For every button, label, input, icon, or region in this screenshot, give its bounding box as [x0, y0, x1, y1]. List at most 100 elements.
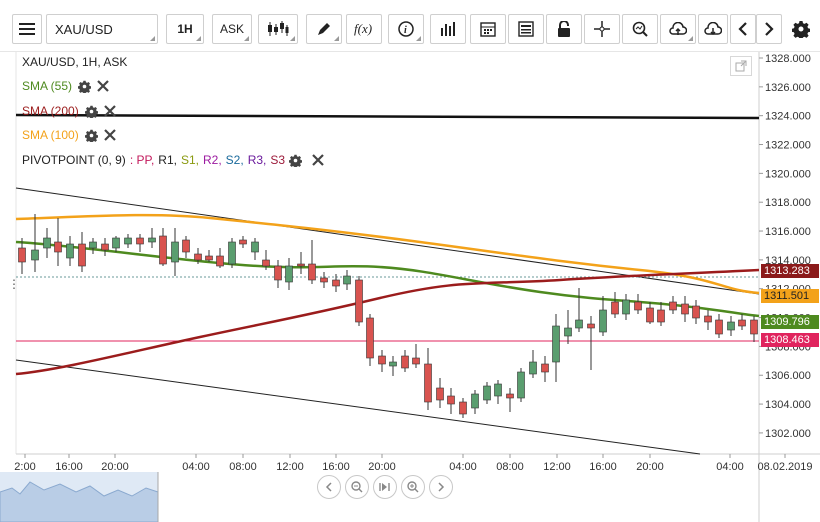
close-icon[interactable]	[312, 154, 324, 166]
candle-body	[332, 279, 340, 287]
candle-body	[239, 239, 247, 245]
chevron-right-icon	[765, 22, 774, 36]
bar-chart-icon	[441, 22, 455, 36]
close-icon[interactable]	[103, 129, 116, 141]
cloud-download-icon	[704, 22, 722, 36]
candle-body	[389, 361, 397, 367]
magnifier-chart-icon	[632, 21, 648, 37]
reset-button[interactable]	[373, 475, 397, 499]
draw-tool-button[interactable]	[306, 14, 342, 44]
info-button[interactable]: i	[388, 14, 424, 44]
x-tick-label: 16:00	[55, 461, 83, 473]
symbol-selector[interactable]: XAU/USD	[46, 14, 158, 44]
scroll-right-button[interactable]	[756, 14, 782, 44]
zoom-in-button[interactable]	[401, 475, 425, 499]
candle-body	[251, 241, 259, 253]
candle-body	[194, 253, 202, 261]
zoom-out-button[interactable]	[345, 475, 369, 499]
candle-body	[43, 237, 51, 249]
calendar-icon	[480, 22, 496, 37]
pivot-pp: : PP,	[129, 153, 155, 167]
x-tick-label: 08:00	[496, 461, 524, 473]
candle-body	[78, 243, 86, 267]
candle-body	[575, 319, 583, 329]
candle-body	[182, 239, 190, 253]
crosshair-button[interactable]	[584, 14, 620, 44]
zoom-button[interactable]	[622, 14, 658, 44]
crosshair-icon	[594, 21, 610, 37]
candle-body	[101, 243, 109, 251]
lock-button[interactable]	[546, 14, 582, 44]
candle-body	[704, 315, 712, 323]
nav-forward-button[interactable]	[429, 475, 453, 499]
scroll-left-button[interactable]	[730, 14, 756, 44]
upload-button[interactable]	[660, 14, 696, 44]
candle-body	[378, 355, 386, 365]
chevron-left-icon	[738, 22, 747, 36]
indicator-sma55-label: SMA (55)	[22, 79, 73, 93]
info-icon: i	[398, 21, 414, 37]
candlestick-icon	[268, 21, 289, 36]
candle-body	[622, 299, 630, 315]
timeframe-label: 1H	[177, 22, 193, 36]
candle-body	[646, 307, 654, 323]
close-icon[interactable]	[103, 105, 116, 117]
chart-type-button[interactable]	[258, 14, 298, 44]
pivot-r1-line	[15, 113, 760, 120]
pivot-r2: R2,	[202, 153, 222, 167]
price-chart[interactable]: 1328.000 1326.000 1324.000 1322.000 1320.000…	[0, 52, 820, 522]
candle-body	[136, 237, 144, 245]
candle-body	[205, 255, 213, 261]
pivot-label: PIVOTPOINT (0, 9)	[22, 153, 126, 167]
candle-body	[681, 303, 689, 315]
news-button[interactable]	[508, 14, 544, 44]
x-tick-label: 20:00	[368, 461, 396, 473]
indicators-button[interactable]: f(x)	[346, 14, 382, 44]
expand-icon	[735, 60, 747, 72]
indicator-sma200-label: SMA (200)	[22, 104, 79, 118]
y-tick-label: 1304.000	[765, 399, 811, 411]
expand-button[interactable]	[730, 56, 752, 76]
nav-back-button[interactable]	[317, 475, 341, 499]
download-button[interactable]	[698, 14, 728, 44]
candle-body	[634, 301, 642, 311]
candle-body	[124, 237, 132, 245]
indicator-pivotpoint: PIVOTPOINT (0, 9) : PP, R1, S1, R2, S2, …	[22, 153, 324, 167]
gear-icon[interactable]	[289, 154, 303, 167]
close-icon[interactable]	[97, 80, 109, 92]
gear-icon[interactable]	[78, 80, 92, 93]
y-tick-label: 1328.000	[765, 53, 811, 65]
candle-body	[366, 317, 374, 359]
candle-body	[483, 385, 491, 401]
candle-body	[320, 277, 328, 283]
timeframe-selector[interactable]: 1H	[166, 14, 204, 44]
y-tick-label: 1326.000	[765, 82, 811, 94]
gear-icon[interactable]	[84, 105, 98, 118]
candle-body	[412, 357, 420, 365]
chart-area[interactable]: 1328.000 1326.000 1324.000 1322.000 1320.000…	[0, 52, 820, 522]
calendar-button[interactable]	[470, 14, 506, 44]
chart-title: XAU/USD, 1H, ASK	[22, 55, 127, 69]
indicator-sma200: SMA (200)	[22, 104, 116, 118]
candle-body	[297, 263, 305, 267]
chevron-right-icon	[438, 482, 445, 492]
candle-body	[159, 235, 167, 265]
candle-body	[112, 237, 120, 249]
volume-button[interactable]	[430, 14, 466, 44]
gear-icon[interactable]	[84, 129, 98, 142]
y-tick-label: 1306.000	[765, 370, 811, 382]
candle-body	[471, 393, 479, 409]
pencil-icon	[318, 23, 330, 35]
y-tick-label: 1324.000	[765, 111, 811, 123]
pivot-r1: R1,	[158, 153, 177, 167]
candle-body	[31, 249, 39, 261]
settings-button[interactable]	[786, 14, 816, 44]
y-tick-label: 1302.000	[765, 428, 811, 440]
price-side-label: ASK	[219, 22, 244, 36]
candle-body	[274, 265, 282, 281]
price-side-selector[interactable]: ASK	[212, 14, 252, 44]
pivot-s2: S2,	[225, 153, 244, 167]
x-tick-label: 04:00	[449, 461, 477, 473]
menu-button[interactable]	[12, 14, 42, 44]
candle-body	[148, 237, 156, 243]
